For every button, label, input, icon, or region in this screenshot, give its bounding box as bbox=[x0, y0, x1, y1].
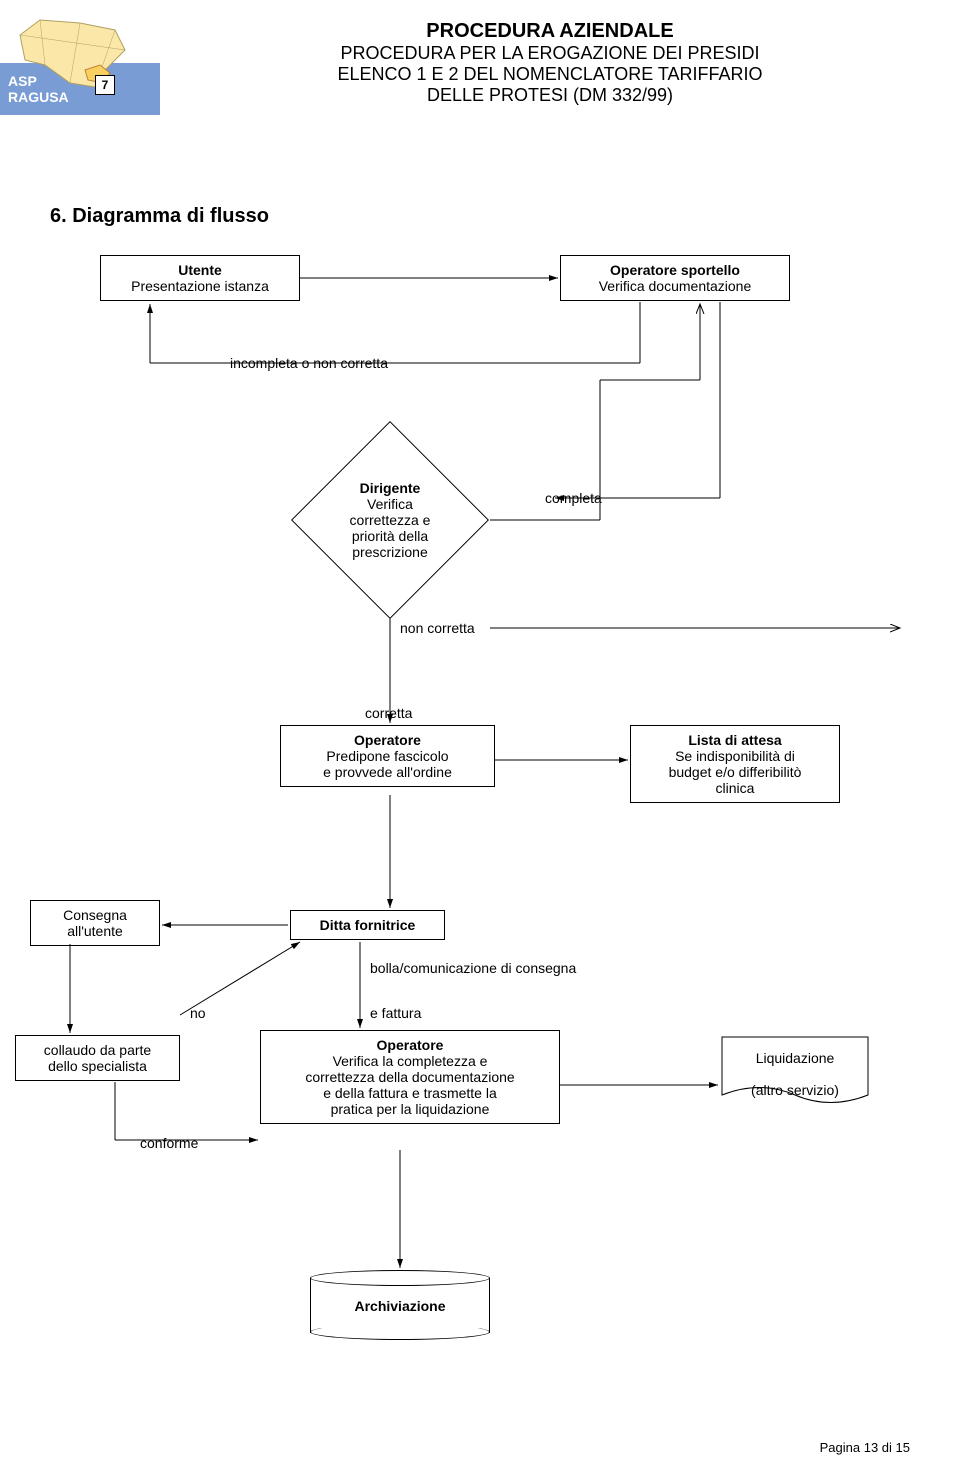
label-no: no bbox=[190, 1005, 206, 1021]
node-sportello: Operatore sportello Verifica documentazi… bbox=[560, 255, 790, 301]
node-liquidazione: Liquidazione (altro servizio) bbox=[720, 1035, 870, 1110]
section-heading: 6. Diagramma di flusso bbox=[50, 205, 269, 228]
dirigente-l3: priorità della bbox=[352, 528, 428, 544]
node-utente-line: Presentazione istanza bbox=[131, 278, 269, 294]
consegna-l1: Consegna bbox=[63, 907, 127, 923]
dirigente-l2: correttezza e bbox=[350, 512, 431, 528]
page-number: Pagina 13 di 15 bbox=[820, 1440, 910, 1455]
diamond-text: Dirigente Verifica correttezza e priorit… bbox=[290, 480, 490, 560]
op-ver-l2: correttezza della documentazione bbox=[305, 1069, 514, 1085]
dirigente-l4: prescrizione bbox=[352, 544, 427, 560]
liq-l2: (altro servizio) bbox=[751, 1082, 839, 1098]
op-fasc-l2: e provvede all'ordine bbox=[323, 764, 452, 780]
op-ver-title: Operatore bbox=[377, 1037, 444, 1053]
page-footer: Pagina 13 di 15 bbox=[820, 1440, 910, 1455]
dirigente-l1: Verifica bbox=[367, 496, 413, 512]
node-archiviazione: Archiviazione bbox=[310, 1270, 490, 1340]
node-operatore-verifica: Operatore Verifica la completezza e corr… bbox=[260, 1030, 560, 1124]
consegna-l2: all'utente bbox=[67, 923, 123, 939]
op-ver-l1: Verifica la completezza e bbox=[333, 1053, 488, 1069]
node-sportello-line: Verifica documentazione bbox=[599, 278, 752, 294]
op-fasc-title: Operatore bbox=[354, 732, 421, 748]
lista-title: Lista di attesa bbox=[688, 732, 781, 748]
title-line-3: DELLE PROTESI (DM 332/99) bbox=[200, 85, 900, 106]
dirigente-title: Dirigente bbox=[360, 480, 421, 496]
liq-l1: Liquidazione bbox=[756, 1050, 835, 1066]
title-main: PROCEDURA AZIENDALE bbox=[200, 20, 900, 43]
label-incompleta: incompleta o non corretta bbox=[230, 355, 388, 371]
region-badge: 7 bbox=[95, 75, 115, 95]
node-sportello-title: Operatore sportello bbox=[610, 262, 740, 278]
title-line-2: ELENCO 1 E 2 DEL NOMENCLATORE TARIFFARIO bbox=[200, 64, 900, 85]
lista-l1: Se indisponibilità di bbox=[675, 748, 795, 764]
label-completa: completa bbox=[545, 490, 602, 506]
label-corretta: corretta bbox=[365, 705, 412, 721]
collaudo-l2: dello specialista bbox=[48, 1058, 147, 1074]
node-collaudo: collaudo da parte dello specialista bbox=[15, 1035, 180, 1081]
node-consegna: Consegna all'utente bbox=[30, 900, 160, 946]
lista-l2: budget e/o differibilitò bbox=[669, 764, 802, 780]
lista-l3: clinica bbox=[716, 780, 755, 796]
op-ver-l3: e della fattura e trasmette la bbox=[323, 1085, 497, 1101]
title-line-1: PROCEDURA PER LA EROGAZIONE DEI PRESIDI bbox=[200, 43, 900, 64]
node-ditta: Ditta fornitrice bbox=[290, 910, 445, 940]
collaudo-l1: collaudo da parte bbox=[44, 1042, 151, 1058]
label-conforme: conforme bbox=[140, 1135, 198, 1151]
label-bolla: bolla/comunicazione di consegna bbox=[370, 960, 576, 976]
node-dirigente-decision: Dirigente Verifica correttezza e priorit… bbox=[290, 420, 490, 620]
label-non-corretta: non corretta bbox=[400, 620, 475, 636]
node-operatore-fascicolo: Operatore Predipone fascicolo e provvede… bbox=[280, 725, 495, 787]
node-utente-title: Utente bbox=[178, 262, 222, 278]
node-lista-attesa: Lista di attesa Se indisponibilità di bu… bbox=[630, 725, 840, 803]
label-fattura: e fattura bbox=[370, 1005, 421, 1021]
archivio-label: Archiviazione bbox=[310, 1298, 490, 1314]
page: ASP RAGUSA 7 PROCEDURA AZIENDALE PROCEDU… bbox=[0, 0, 960, 1475]
node-utente: Utente Presentazione istanza bbox=[100, 255, 300, 301]
title-block: PROCEDURA AZIENDALE PROCEDURA PER LA ERO… bbox=[200, 20, 900, 106]
op-ver-l4: pratica per la liquidazione bbox=[331, 1101, 490, 1117]
op-fasc-l1: Predipone fascicolo bbox=[326, 748, 448, 764]
